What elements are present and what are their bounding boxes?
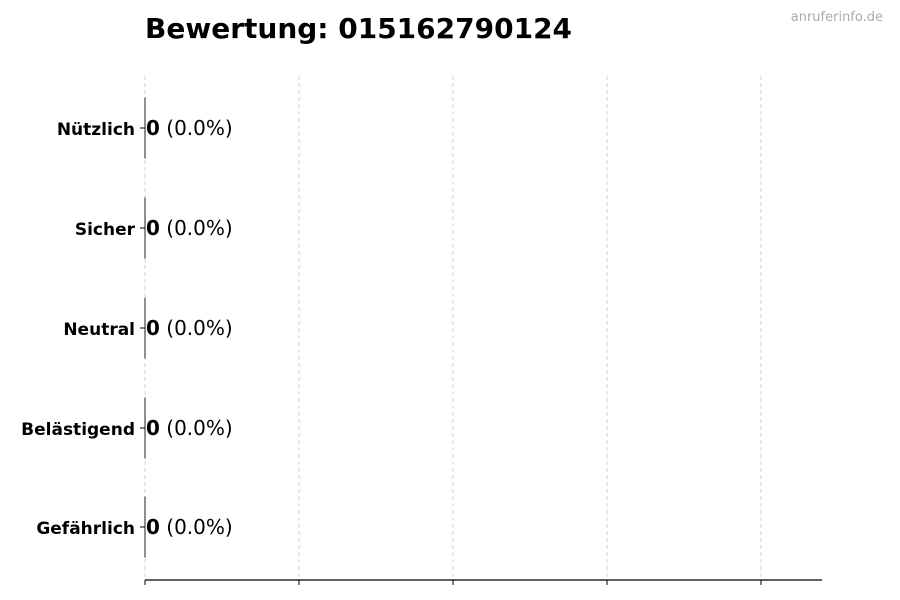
data-label-count: 0 <box>146 515 160 539</box>
data-label-percent: (0.0%) <box>160 416 233 440</box>
chart-title: Bewertung: 015162790124 <box>145 12 573 45</box>
data-label-percent: (0.0%) <box>160 216 233 240</box>
data-label-count: 0 <box>146 416 160 440</box>
data-label-count: 0 <box>146 116 160 140</box>
y-tick-label: Sicher <box>75 220 136 240</box>
data-label: 0 (0.0%) <box>146 515 233 539</box>
data-label-percent: (0.0%) <box>160 316 233 340</box>
data-label: 0 (0.0%) <box>146 316 233 340</box>
data-label-percent: (0.0%) <box>160 515 233 539</box>
data-label: 0 (0.0%) <box>146 416 233 440</box>
data-label: 0 (0.0%) <box>146 116 233 140</box>
y-tick-label: Neutral <box>63 320 135 340</box>
data-label: 0 (0.0%) <box>146 216 233 240</box>
data-label-count: 0 <box>146 316 160 340</box>
watermark: anruferinfo.de <box>790 10 883 25</box>
data-label-percent: (0.0%) <box>160 116 233 140</box>
y-tick-label: Gefährlich <box>36 519 135 539</box>
y-tick-label: Belästigend <box>21 420 135 440</box>
data-label-count: 0 <box>146 216 160 240</box>
y-tick-label: Nützlich <box>57 120 135 140</box>
